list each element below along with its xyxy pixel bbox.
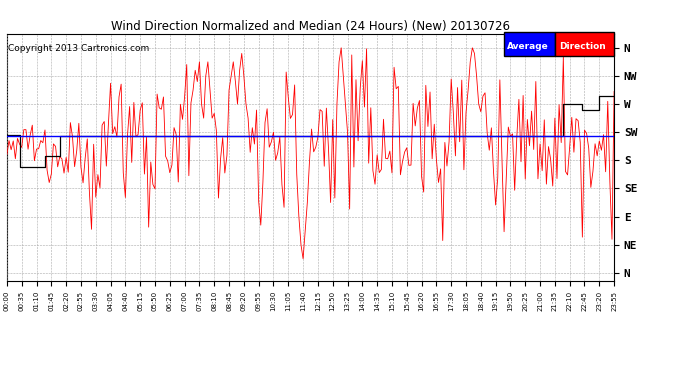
Text: Direction: Direction — [559, 42, 606, 51]
Text: Average: Average — [507, 42, 549, 51]
Title: Wind Direction Normalized and Median (24 Hours) (New) 20130726: Wind Direction Normalized and Median (24… — [111, 20, 510, 33]
Text: Copyright 2013 Cartronics.com: Copyright 2013 Cartronics.com — [8, 44, 150, 52]
